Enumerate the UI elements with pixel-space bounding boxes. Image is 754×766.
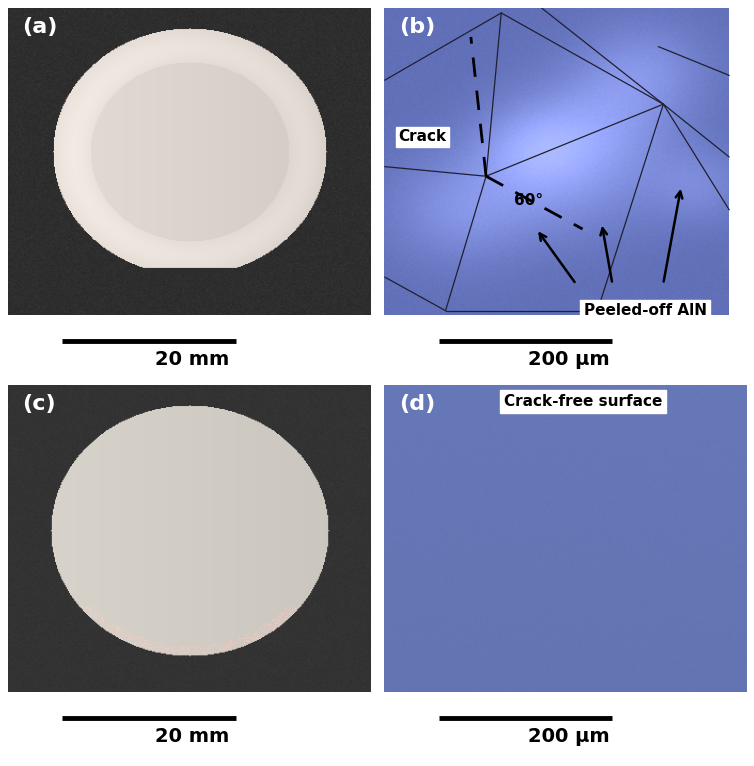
Text: 60°: 60° [514, 193, 544, 208]
Text: (d): (d) [399, 394, 435, 414]
Text: (b): (b) [399, 17, 435, 37]
Text: Crack: Crack [399, 129, 447, 144]
Text: 20 mm: 20 mm [155, 727, 229, 746]
Text: 200 μm: 200 μm [528, 727, 610, 746]
Text: 20 mm: 20 mm [155, 350, 229, 368]
Text: Peeled-off AlN: Peeled-off AlN [584, 303, 706, 318]
Text: (a): (a) [22, 17, 57, 37]
Text: (c): (c) [22, 394, 56, 414]
Text: Crack-free surface: Crack-free surface [504, 394, 663, 409]
Text: 200 μm: 200 μm [528, 350, 610, 368]
